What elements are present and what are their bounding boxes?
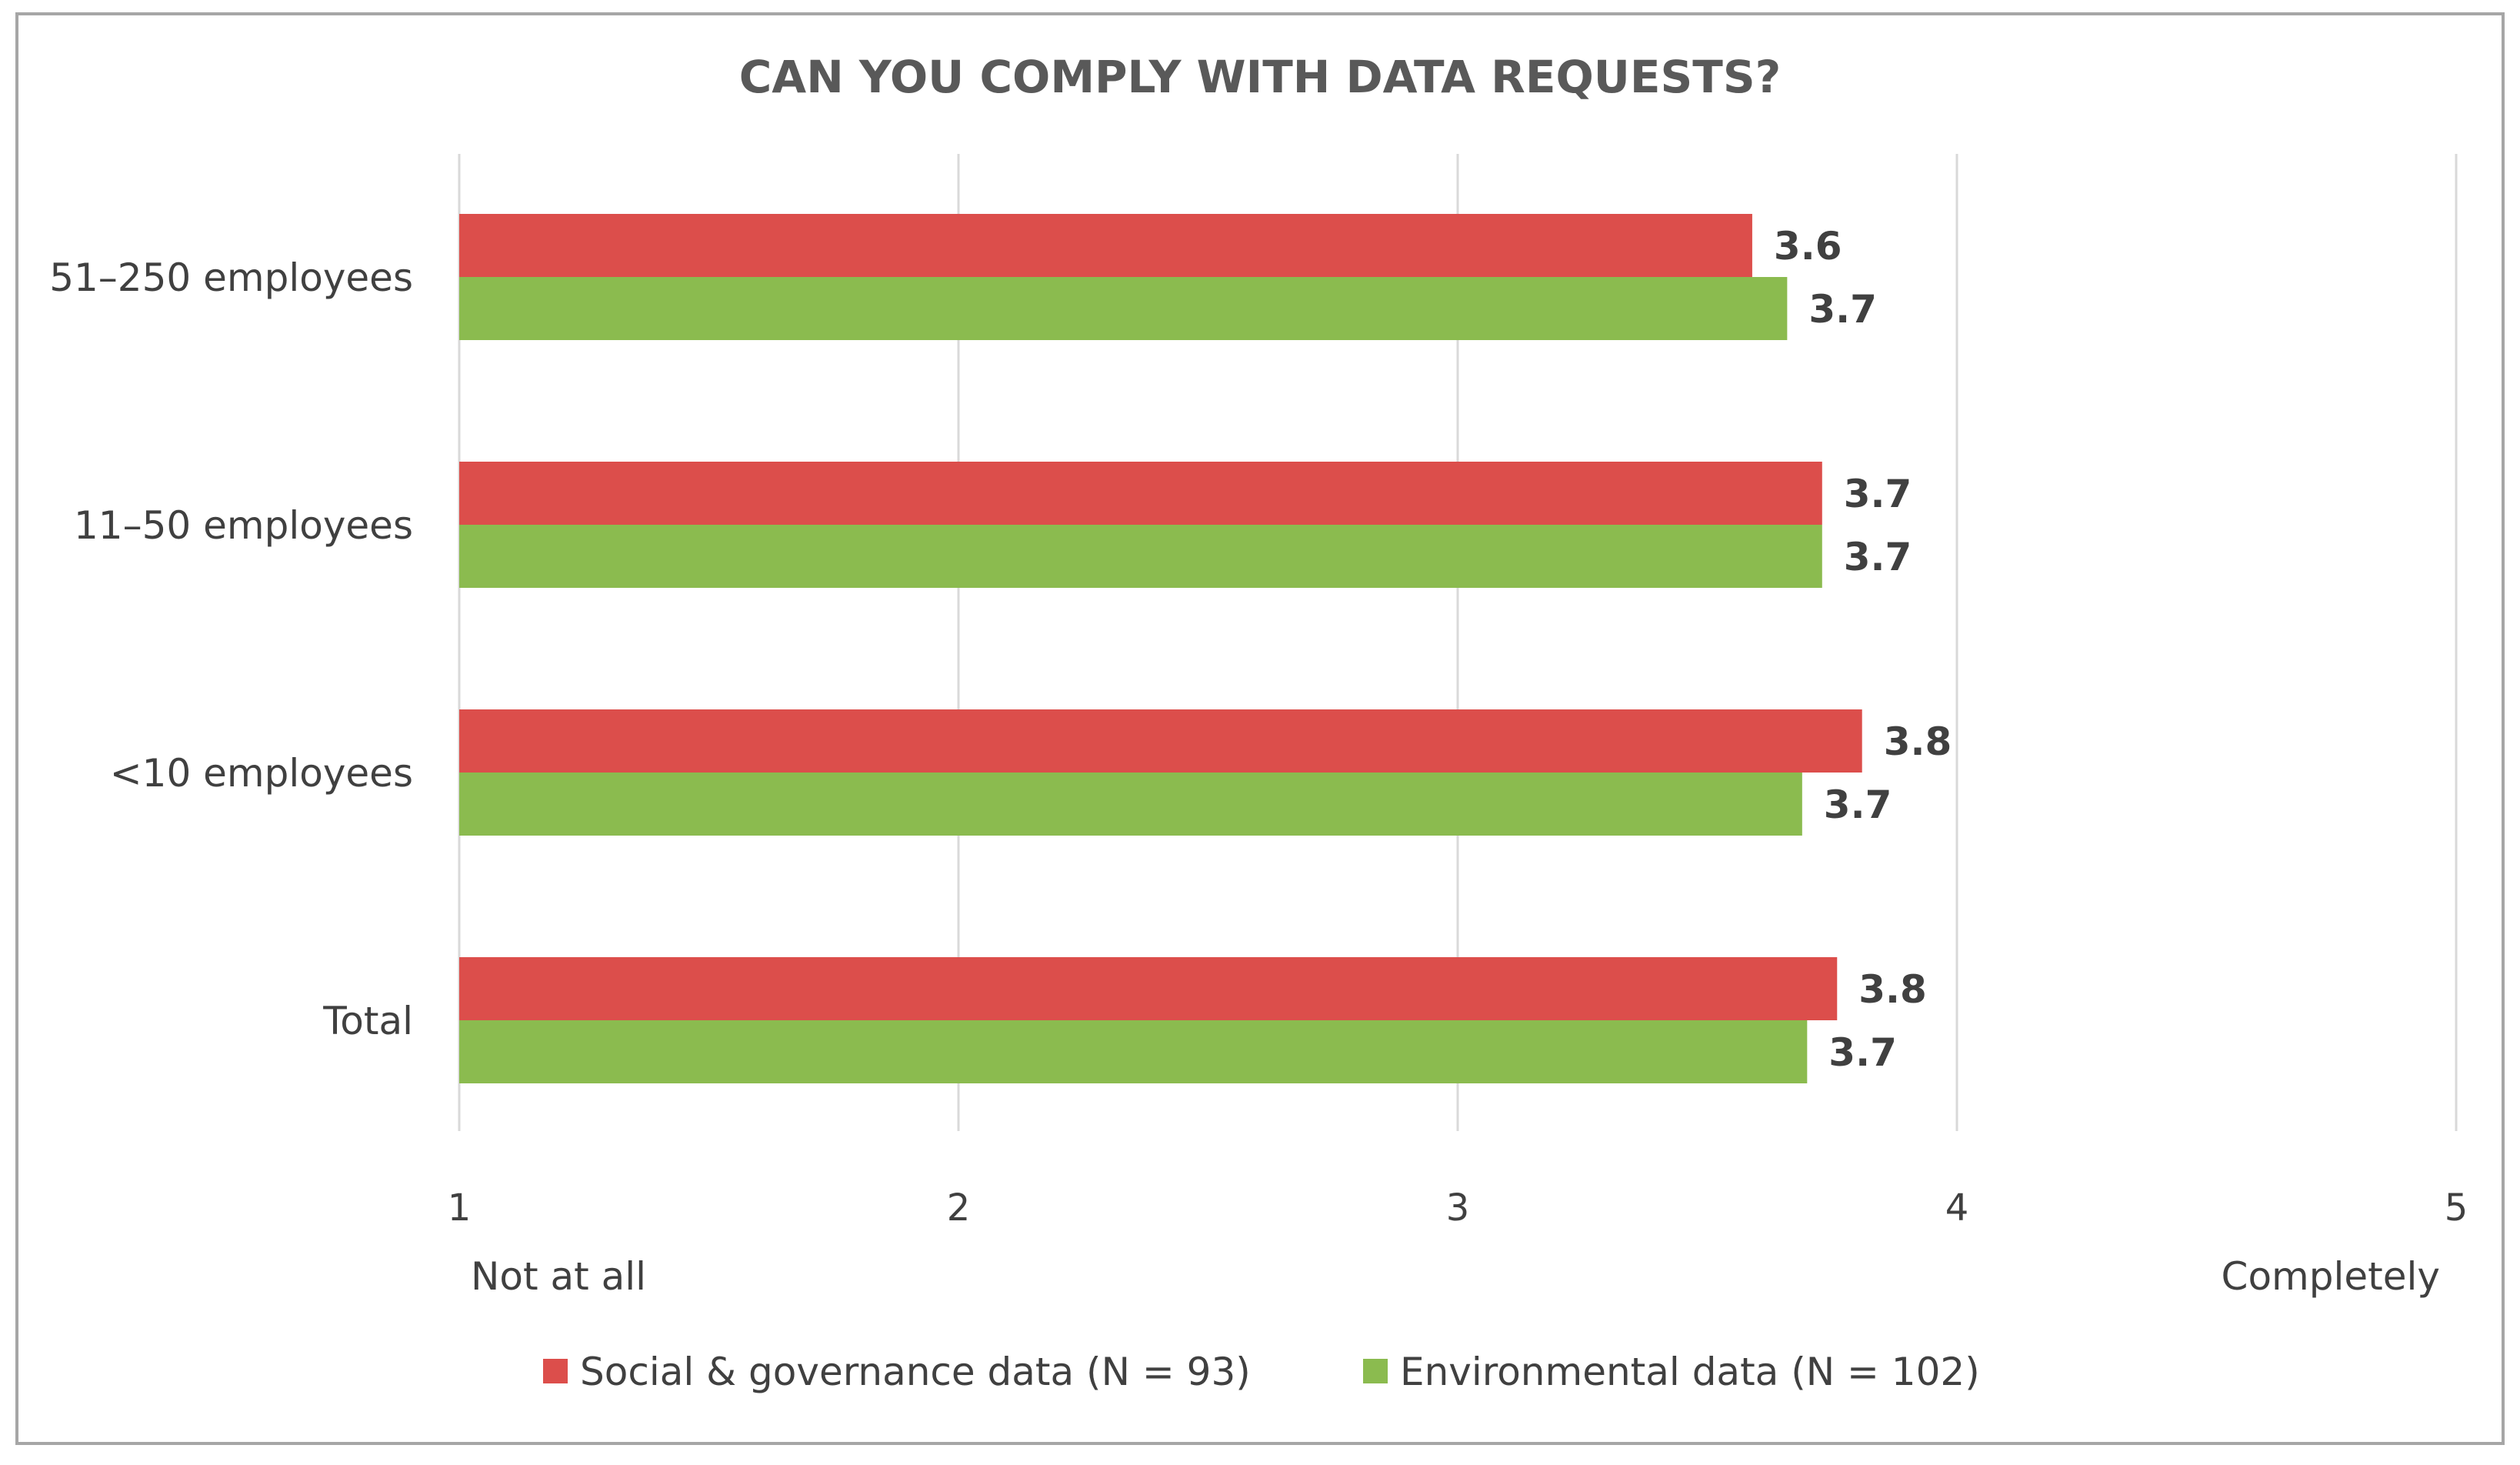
- x-tick-label: 5: [2445, 1186, 2468, 1230]
- value-labels: 3.6 3.7 3.8 3.8 3.7 3.7 3.7 3.7: [1774, 224, 1952, 1075]
- bar-social-governance: [459, 709, 1862, 773]
- category-labels: 51–250 employees 11–50 employees <10 emplo…: [49, 255, 413, 1043]
- x-tick-label: 3: [1446, 1186, 1470, 1230]
- data-label: 3.7: [1844, 535, 1912, 579]
- data-label: 3.8: [1858, 967, 1927, 1012]
- bar-environmental: [459, 1020, 1808, 1083]
- x-axis-min-label: Not at all: [471, 1254, 646, 1299]
- data-label: 3.6: [1774, 224, 1842, 269]
- data-label: 3.7: [1808, 287, 1877, 332]
- bar-social-governance: [459, 214, 1752, 277]
- bar-social-governance: [459, 462, 1822, 525]
- category-label: Total: [322, 999, 413, 1043]
- x-axis-max-label: Completely: [2222, 1254, 2440, 1299]
- x-tick-label: 1: [448, 1186, 472, 1230]
- bars: [459, 214, 1862, 1083]
- bar-environmental: [459, 525, 1822, 588]
- data-label: 3.7: [1828, 1030, 1897, 1075]
- x-tick-label: 2: [947, 1186, 971, 1230]
- bar-environmental: [459, 277, 1788, 340]
- x-tick-labels: 1 2 3 4 5: [448, 1186, 2468, 1230]
- category-label: <10 employees: [110, 751, 413, 796]
- data-label: 3.7: [1844, 472, 1912, 516]
- chart-title: CAN YOU COMPLY WITH DATA REQUESTS?: [739, 51, 1782, 103]
- x-tick-label: 4: [1945, 1186, 1969, 1230]
- data-label: 3.7: [1824, 783, 1892, 827]
- data-label: 3.8: [1884, 719, 1952, 764]
- bar-environmental: [459, 773, 1802, 836]
- legend: Social & governance data (N = 93) Environ…: [543, 1350, 1980, 1394]
- bar-social-governance: [459, 957, 1838, 1020]
- category-label: 51–250 employees: [49, 255, 413, 300]
- legend-swatch: [543, 1359, 568, 1383]
- legend-swatch: [1363, 1359, 1388, 1383]
- category-label: 11–50 employees: [74, 503, 413, 548]
- legend-label: Environmental data (N = 102): [1400, 1350, 1980, 1394]
- legend-label: Social & governance data (N = 93): [580, 1350, 1251, 1394]
